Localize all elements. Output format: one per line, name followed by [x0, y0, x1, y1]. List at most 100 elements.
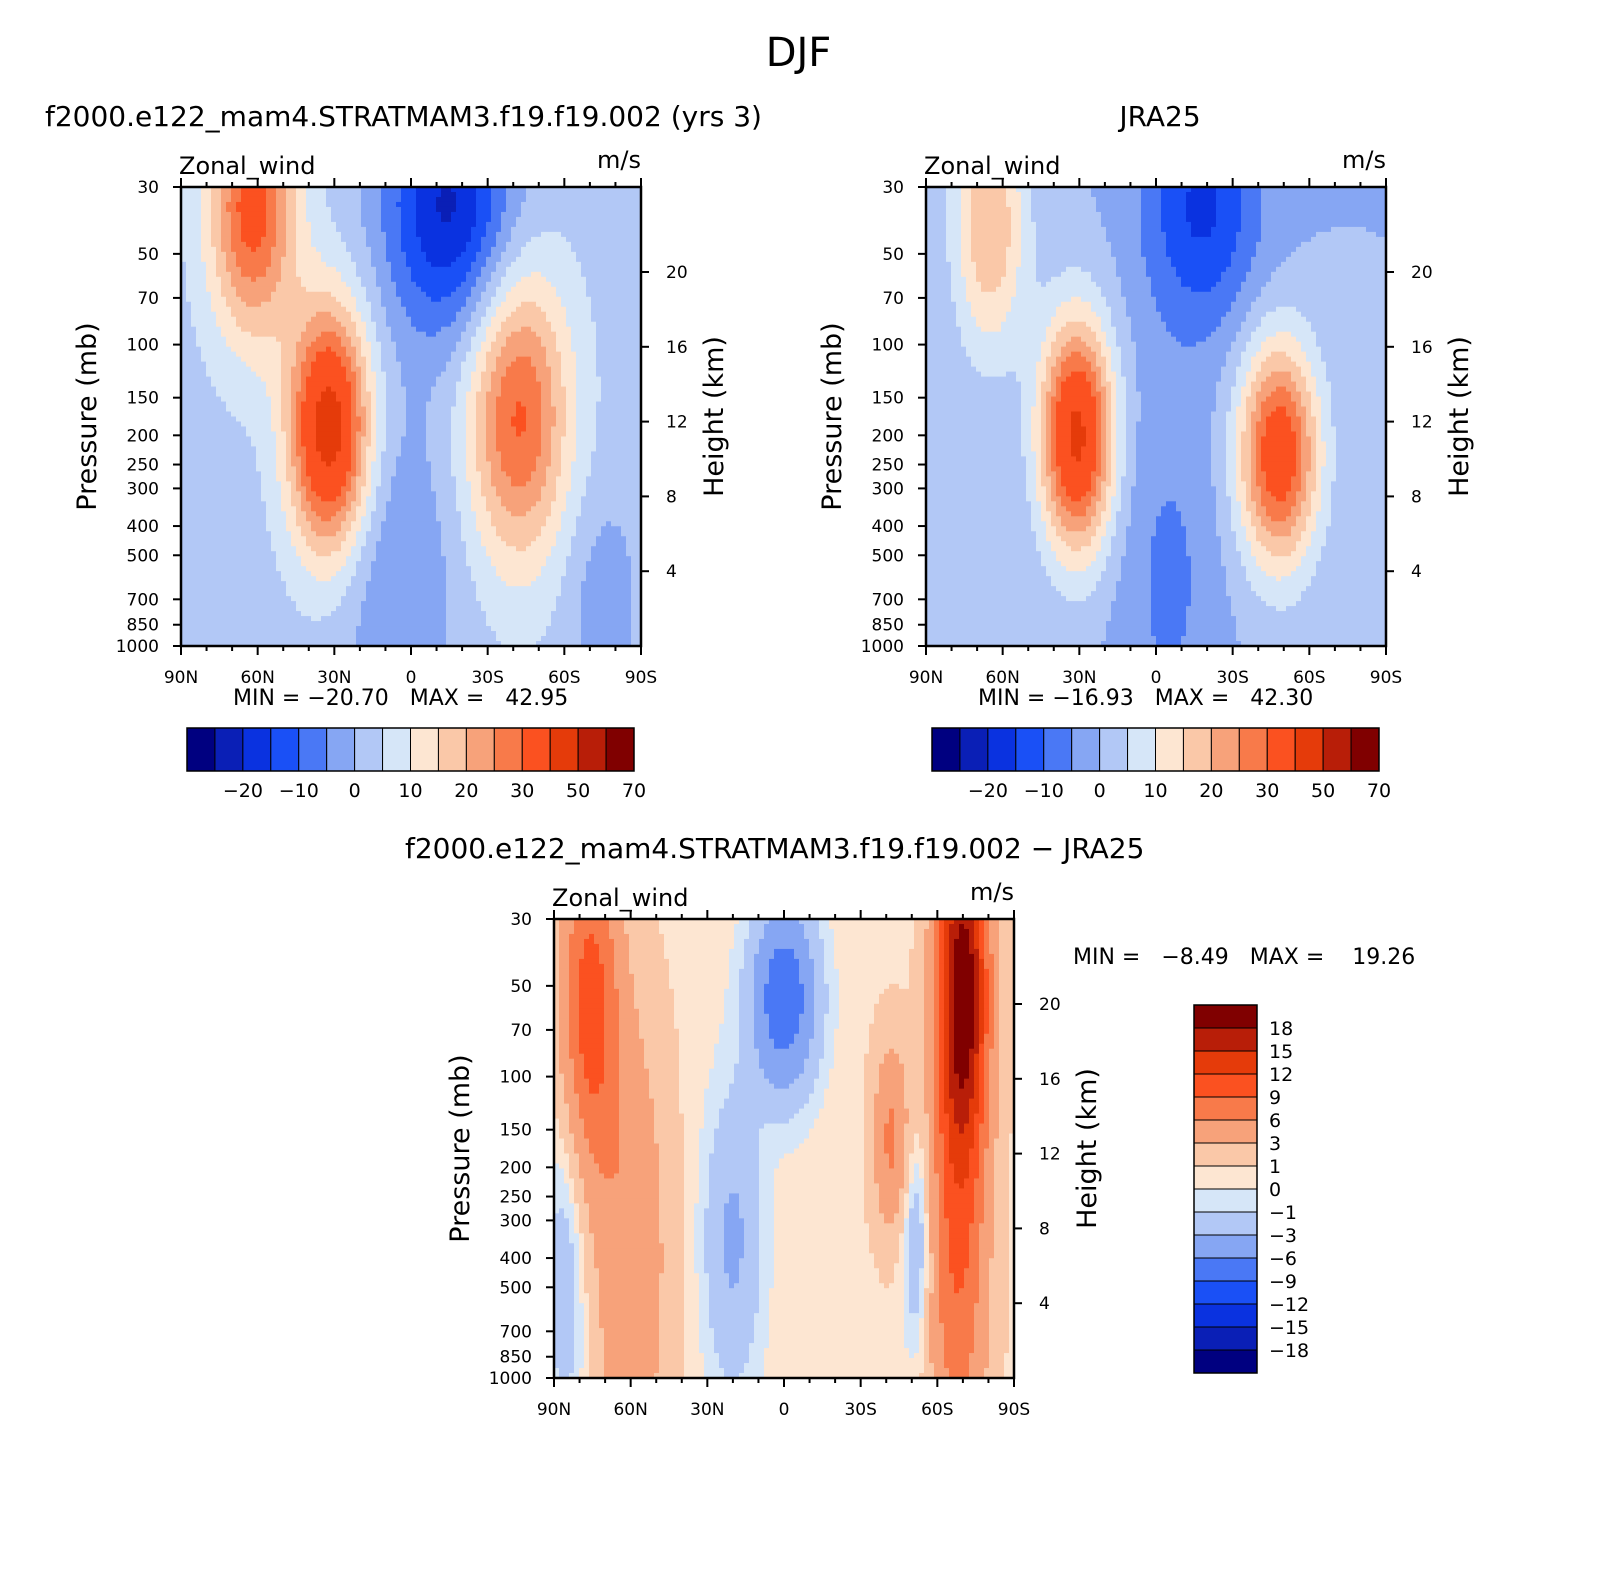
y-tick-label: 70: [510, 1021, 532, 1041]
x-tick-label: 90S: [998, 1400, 1030, 1420]
colorbar-swatch: [605, 727, 635, 772]
x-tick-label: 60S: [548, 668, 580, 688]
colorbar-swatch: [354, 727, 384, 772]
colorbar-swatch: [987, 727, 1017, 772]
min-label: MIN =: [1073, 945, 1147, 970]
y-tick-label: 400: [500, 1249, 532, 1269]
colorbar-swatch: [214, 727, 244, 772]
colorbar-label: −3: [1269, 1225, 1297, 1247]
colorbar-label: 10: [398, 780, 422, 802]
x-tick-label: 60S: [921, 1400, 953, 1420]
x-tick-label: 60N: [613, 1400, 647, 1420]
y2-tick-label: 16: [666, 338, 688, 358]
max-label: MAX =: [1155, 686, 1237, 711]
y2-tick-label: 8: [1411, 487, 1422, 507]
y-tick-label: 400: [127, 517, 159, 537]
y2-tick-label: 8: [666, 487, 677, 507]
y2-tick-label: 4: [1411, 562, 1422, 582]
colorbar-swatch: [1322, 727, 1352, 772]
colorbar-swatch: [437, 727, 467, 772]
y2-tick-label: 12: [1039, 1145, 1061, 1165]
x-tick-label: 90N: [537, 1400, 571, 1420]
colorbar-swatch: [1193, 1027, 1258, 1052]
colorbar-swatch: [1193, 1257, 1258, 1282]
colorbar-swatch: [1127, 727, 1156, 772]
y-tick-label: 250: [127, 456, 159, 476]
colorbar-label: 70: [1367, 780, 1391, 802]
colorbar-label: 20: [1199, 780, 1223, 802]
colorbar-swatch: [1155, 727, 1184, 772]
colorbar-swatch: [1193, 1165, 1258, 1190]
colorbar-swatch: [382, 727, 411, 772]
max-label: MAX =: [410, 686, 492, 711]
colorbar: −20 −10 0 10 20 30 50 70: [186, 727, 646, 802]
model-zonal-wind-plot: 3050701001502002503004005007008501000201…: [72, 146, 730, 802]
colorbar-swatch: [1193, 1119, 1258, 1144]
colorbar-label: −20: [223, 780, 263, 802]
colorbar-label: 70: [622, 780, 646, 802]
colorbar-label: 0: [349, 780, 361, 802]
y2-tick-label: 20: [1039, 995, 1061, 1015]
colorbar-swatch: [1350, 727, 1380, 772]
colorbar-swatch: [1193, 1050, 1258, 1075]
y-tick-label: 850: [872, 616, 904, 636]
max-label: MAX =: [1250, 945, 1332, 970]
min-label: MIN =: [978, 686, 1052, 711]
y-tick-label: 500: [872, 546, 904, 566]
colorbar-label: 50: [566, 780, 590, 802]
obs-min-max: MIN = −16.93 MAX = 42.30: [978, 686, 1313, 711]
figure-title: DJF: [0, 30, 1597, 76]
colorbar-label: 6: [1269, 1110, 1281, 1132]
y-tick-label: 50: [137, 245, 159, 265]
diff-zonal-wind-plot: 3050701001502002503004005007008501000201…: [445, 878, 1309, 1420]
colorbar-swatch: [549, 727, 579, 772]
y2-tick-label: 12: [1411, 413, 1433, 433]
x-tick-label: 60N: [985, 668, 1019, 688]
colorbar-swatch: [1193, 1004, 1258, 1029]
units-label: m/s: [970, 878, 1014, 906]
x-tick-label: 90N: [909, 668, 943, 688]
min-value: −8.49: [1161, 945, 1228, 970]
colorbar-swatch: [1015, 727, 1045, 772]
colorbar-swatch: [1071, 727, 1101, 772]
x-tick-label: 30S: [1216, 668, 1248, 688]
variable-label: Zonal_wind: [924, 152, 1060, 180]
colorbar-label: 30: [510, 780, 534, 802]
y-tick-label: 300: [500, 1211, 532, 1231]
y-tick-label: 150: [127, 389, 159, 409]
y2-tick-label: 20: [666, 263, 688, 283]
colorbar-label: 20: [454, 780, 478, 802]
y-tick-label: 200: [127, 426, 159, 446]
colorbar-swatch: [326, 727, 356, 772]
x-tick-label: 90N: [164, 668, 198, 688]
colorbar-swatch: [1210, 727, 1240, 772]
colorbar-swatch: [931, 727, 961, 772]
x-tick-label: 60S: [1293, 668, 1325, 688]
colorbar-label: −18: [1269, 1340, 1309, 1362]
colorbar-label: 0: [1094, 780, 1106, 802]
colorbar-label: −1: [1269, 1202, 1297, 1224]
colorbar-swatch: [521, 727, 551, 772]
x-tick-label: 0: [406, 668, 417, 688]
colorbar-swatch: [1099, 727, 1129, 772]
colorbar-label: −10: [279, 780, 319, 802]
obs-zonal-wind-plot: 3050701001502002503004005007008501000201…: [817, 146, 1475, 802]
y2-axis-label: Height (km): [1444, 336, 1475, 497]
y-tick-label: 100: [872, 336, 904, 356]
y-tick-label: 700: [872, 590, 904, 610]
colorbar-swatch: [465, 727, 495, 772]
colorbar-label: −9: [1269, 1271, 1297, 1293]
contour-field: [181, 187, 642, 647]
colorbar-swatch: [1193, 1326, 1258, 1351]
y2-tick-label: 4: [666, 562, 677, 582]
colorbar-swatch: [1193, 1142, 1258, 1167]
diff-min-max: MIN = −8.49 MAX = 19.26: [1073, 945, 1415, 970]
y-tick-label: 150: [872, 389, 904, 409]
y-tick-label: 50: [510, 977, 532, 997]
y-axis-label: Pressure (mb): [72, 322, 103, 510]
y-tick-label: 150: [500, 1121, 532, 1141]
min-value: −20.70: [307, 686, 388, 711]
colorbar-swatch: [186, 727, 216, 772]
colorbar-swatch: [577, 727, 607, 772]
